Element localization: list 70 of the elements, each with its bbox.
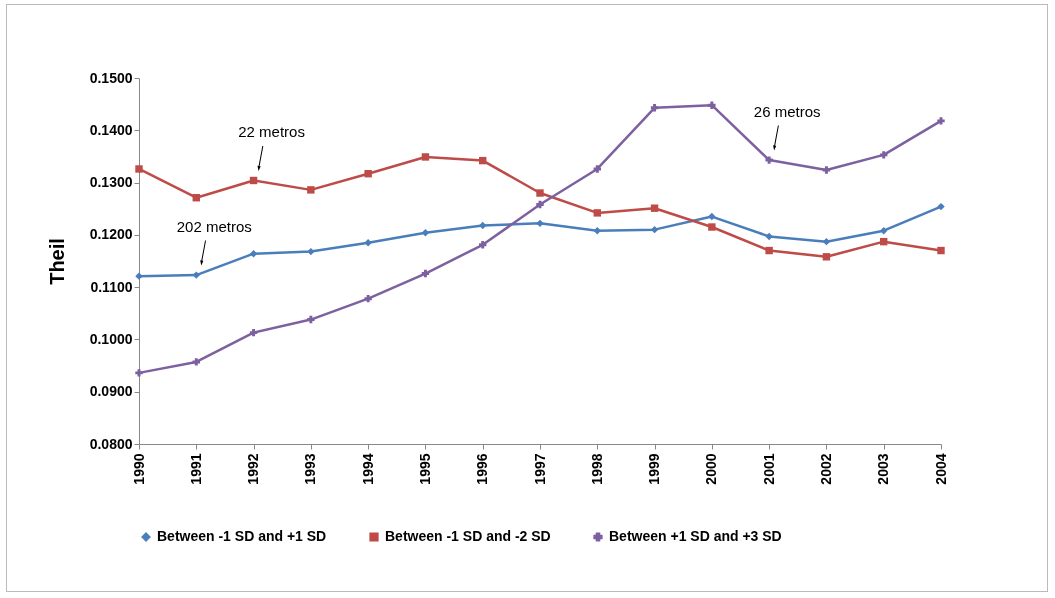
point xyxy=(708,212,716,221)
point xyxy=(249,249,258,258)
point xyxy=(307,247,315,256)
point xyxy=(822,166,831,174)
point xyxy=(650,225,659,234)
x-tick-label: 1994 xyxy=(359,453,376,485)
point xyxy=(192,271,200,279)
x-tick-label: 1990 xyxy=(130,453,147,485)
x-tick-label: 1992 xyxy=(245,453,262,485)
x-tick-label: 2003 xyxy=(875,453,892,485)
x-tick-label: 1993 xyxy=(302,453,319,485)
y-tick-label: 0.0800 xyxy=(89,435,133,452)
point xyxy=(937,117,945,125)
x-tick-label: 1997 xyxy=(531,453,548,485)
y-tick-label: 0.1300 xyxy=(89,174,133,191)
x-tick-label: 2000 xyxy=(703,453,720,485)
point xyxy=(593,209,601,217)
annotation: 26 metros xyxy=(753,103,821,121)
point xyxy=(708,223,716,231)
point xyxy=(593,165,601,173)
point xyxy=(765,232,773,241)
point xyxy=(650,204,659,212)
y-tick-label: 0.1100 xyxy=(90,278,133,295)
x-tick-label: 1998 xyxy=(588,453,605,485)
point xyxy=(249,328,258,337)
point xyxy=(307,186,315,194)
x-tick-label: 2004 xyxy=(932,453,949,485)
annotation: 22 metros xyxy=(238,123,305,141)
point xyxy=(364,238,372,247)
point xyxy=(364,169,372,178)
point xyxy=(192,358,200,366)
point xyxy=(937,202,945,211)
x-tick-label: 1996 xyxy=(474,453,491,485)
legend-label: Between +1 SD and +3 SD xyxy=(609,528,782,544)
annotation: 202 metros xyxy=(176,218,252,236)
y-tick-label: 0.1000 xyxy=(89,330,133,347)
y-tick-label: 0.1500 xyxy=(89,69,133,86)
legend-label: Between -1 SD and +1 SD xyxy=(157,528,327,544)
y-tick-label: 0.1200 xyxy=(89,226,133,243)
point xyxy=(593,226,601,235)
legend-label: Between -1 SD and -2 SD xyxy=(385,528,551,544)
x-tick-label: 1991 xyxy=(187,453,204,485)
point xyxy=(822,253,831,261)
x-tick-label: 2002 xyxy=(817,453,834,485)
point xyxy=(822,237,831,246)
point xyxy=(765,156,773,164)
point xyxy=(536,200,544,209)
point xyxy=(421,153,430,161)
x-tick-label: 1995 xyxy=(416,453,433,485)
y-tick-label: 0.0900 xyxy=(89,383,133,400)
y-tick-label: 0.1400 xyxy=(89,121,133,138)
point xyxy=(421,269,430,278)
x-tick-label: 1999 xyxy=(646,453,663,485)
point xyxy=(880,226,888,235)
x-tick-label: 2001 xyxy=(760,453,777,485)
point xyxy=(765,246,773,255)
point xyxy=(650,104,659,112)
point xyxy=(479,221,487,230)
y-axis-title: Theil xyxy=(45,238,68,285)
point xyxy=(421,229,430,237)
point xyxy=(479,241,487,249)
point xyxy=(937,246,945,255)
point xyxy=(536,189,544,197)
point xyxy=(880,151,888,159)
point xyxy=(135,165,143,173)
point xyxy=(708,101,716,109)
point xyxy=(364,294,372,303)
point xyxy=(307,315,315,324)
point xyxy=(135,369,143,377)
point xyxy=(536,219,544,228)
